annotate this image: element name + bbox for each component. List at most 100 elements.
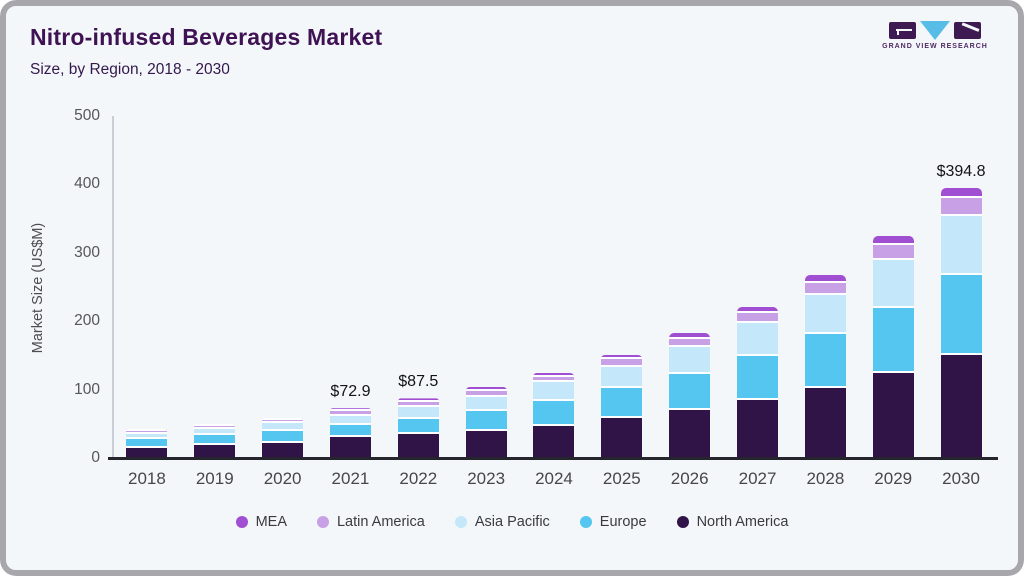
bar-segment-latin-america (669, 338, 711, 347)
bar-segment-north-america (737, 400, 779, 458)
bar-segment-mea (194, 424, 236, 427)
bar-segment-latin-america (940, 198, 982, 216)
x-axis-line (108, 457, 998, 460)
logo-letter-r (954, 21, 981, 39)
bar-segment-north-america (194, 445, 236, 458)
bar-2030 (940, 187, 982, 458)
x-tick-label: 2022 (399, 469, 438, 488)
bar-segment-north-america (669, 409, 711, 458)
bar-segment-europe (194, 435, 236, 446)
bar-segment-north-america (465, 431, 507, 458)
bar-segment-europe (329, 425, 371, 438)
legend-label: Europe (599, 514, 647, 530)
bar-segment-latin-america (533, 376, 575, 383)
bar-segment-latin-america (804, 283, 846, 295)
logo-letter-v (920, 20, 950, 40)
europe-legend-dot-icon (579, 516, 592, 528)
bar-segment-asia-pacific (804, 294, 846, 335)
bar-2019 (194, 424, 236, 458)
bar-segment-asia-pacific (669, 346, 711, 374)
y-tick-label: 200 (74, 312, 100, 330)
bar-segment-north-america (804, 387, 846, 458)
bar-slot-2026 (656, 116, 724, 458)
bar-slot-2022: $87.5 (384, 116, 452, 458)
north-america-legend-dot-icon (676, 516, 689, 528)
page-title: Nitro-infused Beverages Market (30, 24, 383, 50)
bar-segment-latin-america (397, 401, 439, 408)
legend-item-latin-america: Latin America (316, 514, 425, 530)
bar-segment-europe (669, 373, 711, 410)
bar-segment-asia-pacific (329, 415, 371, 426)
legend-label: Latin America (336, 514, 425, 530)
bar-segment-asia-pacific (533, 382, 575, 401)
value-label: $72.9 (330, 383, 371, 401)
mea-legend-dot-icon (235, 516, 248, 528)
bar-segment-asia-pacific (262, 423, 304, 431)
x-tick-label: 2030 (942, 469, 980, 488)
x-tick-label: 2023 (467, 469, 506, 488)
x-tick-label: 2020 (263, 469, 302, 488)
bar-segment-north-america (126, 447, 168, 458)
plot-area: $72.9 $87.5 $394.8 (113, 116, 995, 458)
legend-item-asia-pacific: Asia Pacific (454, 514, 550, 530)
y-tick-label: 500 (74, 107, 100, 124)
bar-segment-europe (126, 438, 168, 448)
y-tick-label: 300 (74, 243, 100, 261)
bar-segment-mea (940, 187, 982, 199)
bar-2028 (804, 275, 846, 458)
y-tick-label: 400 (74, 175, 100, 193)
bar-segment-mea (126, 428, 168, 431)
legend-label: Asia Pacific (474, 514, 550, 530)
bar-2018 (126, 428, 168, 458)
x-tick-label: 2018 (128, 469, 166, 488)
bar-segment-mea (669, 333, 711, 339)
bar-segment-asia-pacific (872, 259, 914, 308)
bar-segment-mea (533, 372, 575, 377)
y-tick-label: 0 (91, 449, 100, 466)
bar-segment-asia-pacific (397, 407, 439, 419)
bar-2026 (669, 333, 711, 458)
x-tick-label: 2024 (535, 469, 573, 488)
bar-segment-asia-pacific (465, 396, 507, 411)
bar-segment-mea (329, 408, 371, 412)
gvr-logo: GRAND VIEW RESEARCH (880, 20, 990, 50)
bar-segment-latin-america (465, 390, 507, 397)
bar-segment-latin-america (194, 426, 236, 430)
bar-slot-2023 (452, 116, 520, 458)
bar-segment-latin-america (601, 359, 643, 367)
bar-segment-latin-america (126, 430, 168, 434)
logo-letter-g (889, 21, 916, 39)
bar-segment-north-america (601, 417, 643, 458)
legend-item-north-america: North America (676, 514, 789, 530)
bar-segment-latin-america (262, 419, 304, 424)
x-axis-labels: 2018 2019 2020 2021 2022 2023 2024 2025 2026 2027… (113, 469, 995, 495)
x-tick-label: 2025 (602, 469, 641, 488)
y-tick-label: 100 (74, 380, 100, 398)
bar-segment-asia-pacific (194, 429, 236, 436)
bar-segment-north-america (397, 434, 439, 458)
y-axis-ticks: 0 100 200 300 400 500 (30, 107, 100, 466)
asia-pacific-legend-dot-icon (454, 516, 467, 528)
bar-segment-north-america (262, 442, 304, 458)
legend-label: North America (696, 514, 789, 530)
legend-item-mea: MEA (235, 514, 287, 530)
bar-2024 (533, 372, 575, 458)
bar-slot-2027 (724, 116, 792, 458)
y-axis-line (112, 116, 114, 458)
latin-america-legend-dot-icon (316, 516, 329, 528)
bar-slot-2029 (859, 116, 927, 458)
logo-brand-text: GRAND VIEW RESEARCH (882, 43, 988, 50)
bar-2027 (737, 307, 779, 458)
page-subtitle: Size, by Region, 2018 - 2030 (30, 61, 230, 78)
bar-segment-north-america (940, 354, 982, 458)
bar-segment-mea (465, 386, 507, 391)
legend-label: MEA (255, 514, 287, 530)
bar-segment-asia-pacific (737, 322, 779, 357)
bar-2029 (872, 236, 914, 458)
bar-segment-europe (940, 275, 982, 355)
bar-2025 (601, 354, 643, 458)
x-tick-label: 2019 (195, 469, 234, 488)
bar-segment-europe (397, 418, 439, 435)
bar-segment-latin-america (872, 245, 914, 260)
